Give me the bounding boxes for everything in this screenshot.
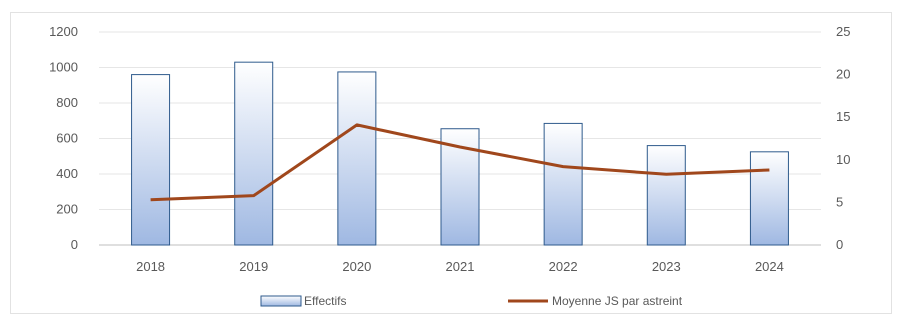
left-tick-label: 1000 [49,60,78,75]
bar [234,61,274,246]
left-tick-label: 800 [56,95,78,110]
x-tick-label: 2018 [136,259,165,274]
x-tick-label: 2020 [342,259,371,274]
left-tick-label: 200 [56,202,78,217]
x-axis: 2018 2019 2020 2021 2022 2023 2024 [136,259,784,274]
bar [337,71,377,246]
legend-swatch-effectifs [260,295,302,307]
chart-frame: 0 200 400 600 800 1000 1200 0 5 10 15 20 25 2018 201… [10,12,892,314]
bar-series [131,61,789,246]
left-tick-label: 0 [71,237,78,252]
legend-label-moyenne: Moyenne JS par astreint [552,294,683,308]
right-tick-label: 10 [836,152,850,167]
left-tick-label: 400 [56,166,78,181]
left-tick-label: 600 [56,131,78,146]
legend: Effectifs Moyenne JS par astreint [260,294,683,308]
right-tick-label: 25 [836,24,850,39]
legend-label-effectifs: Effectifs [304,294,346,308]
bar [646,145,686,246]
bar [543,122,583,246]
right-tick-label: 15 [836,109,850,124]
x-tick-label: 2022 [549,259,578,274]
right-tick-label: 20 [836,67,850,82]
x-tick-label: 2024 [755,259,784,274]
x-tick-label: 2019 [239,259,268,274]
right-tick-label: 0 [836,237,843,252]
left-tick-label: 1200 [49,24,78,39]
bar [131,74,171,246]
right-y-axis: 0 5 10 15 20 25 [836,24,850,252]
left-y-axis: 0 200 400 600 800 1000 1200 [49,24,78,252]
bar [749,151,789,246]
series-line [150,123,770,202]
line-series [150,123,770,202]
right-tick-label: 5 [836,194,843,209]
x-tick-label: 2023 [652,259,681,274]
x-tick-label: 2021 [446,259,475,274]
